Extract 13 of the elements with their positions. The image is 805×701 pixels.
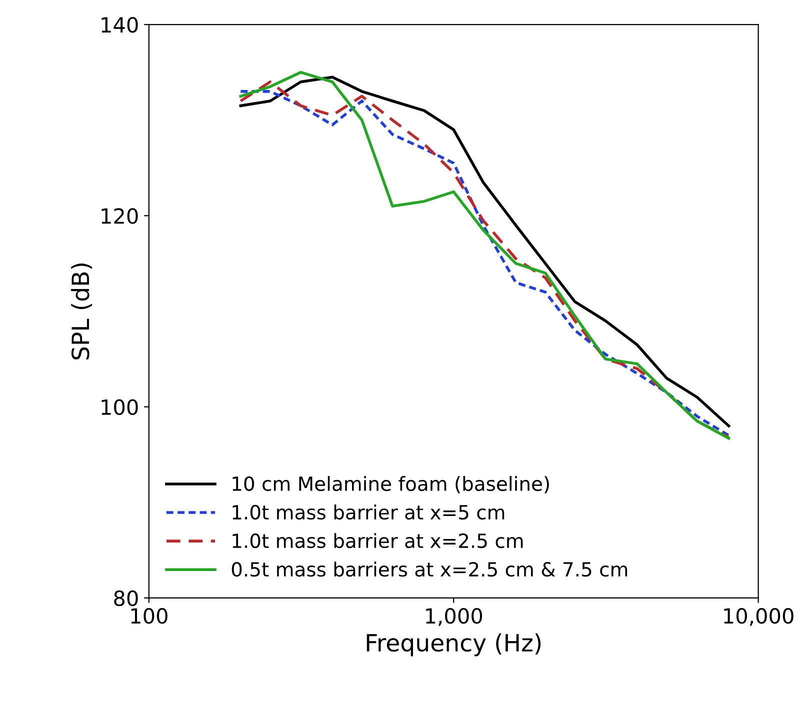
legend-label: 0.5t mass barriers at x=2.5 cm & 7.5 cm — [232, 562, 628, 577]
x-axis-title: Frequency (Hz) — [366, 633, 541, 656]
x-tick-label: 1,000 — [426, 608, 482, 626]
legend-label: 1.0t mass barrier at x=2.5 cm — [232, 533, 523, 548]
x-tick-label: 100 — [131, 608, 168, 624]
y-tick-label: 100 — [102, 399, 138, 416]
y-axis-title: SPL (dB) — [71, 264, 92, 360]
legend-label: 10 cm Melamine foam (baseline) — [232, 476, 549, 494]
y-tick-label: 80 — [114, 590, 138, 606]
y-tick-label: 140 — [102, 16, 138, 33]
y-tick-label: 120 — [102, 208, 138, 224]
x-tick-label: 10,000 — [724, 608, 794, 626]
legend-label: 1.0t mass barrier at x=5 cm — [232, 504, 504, 520]
